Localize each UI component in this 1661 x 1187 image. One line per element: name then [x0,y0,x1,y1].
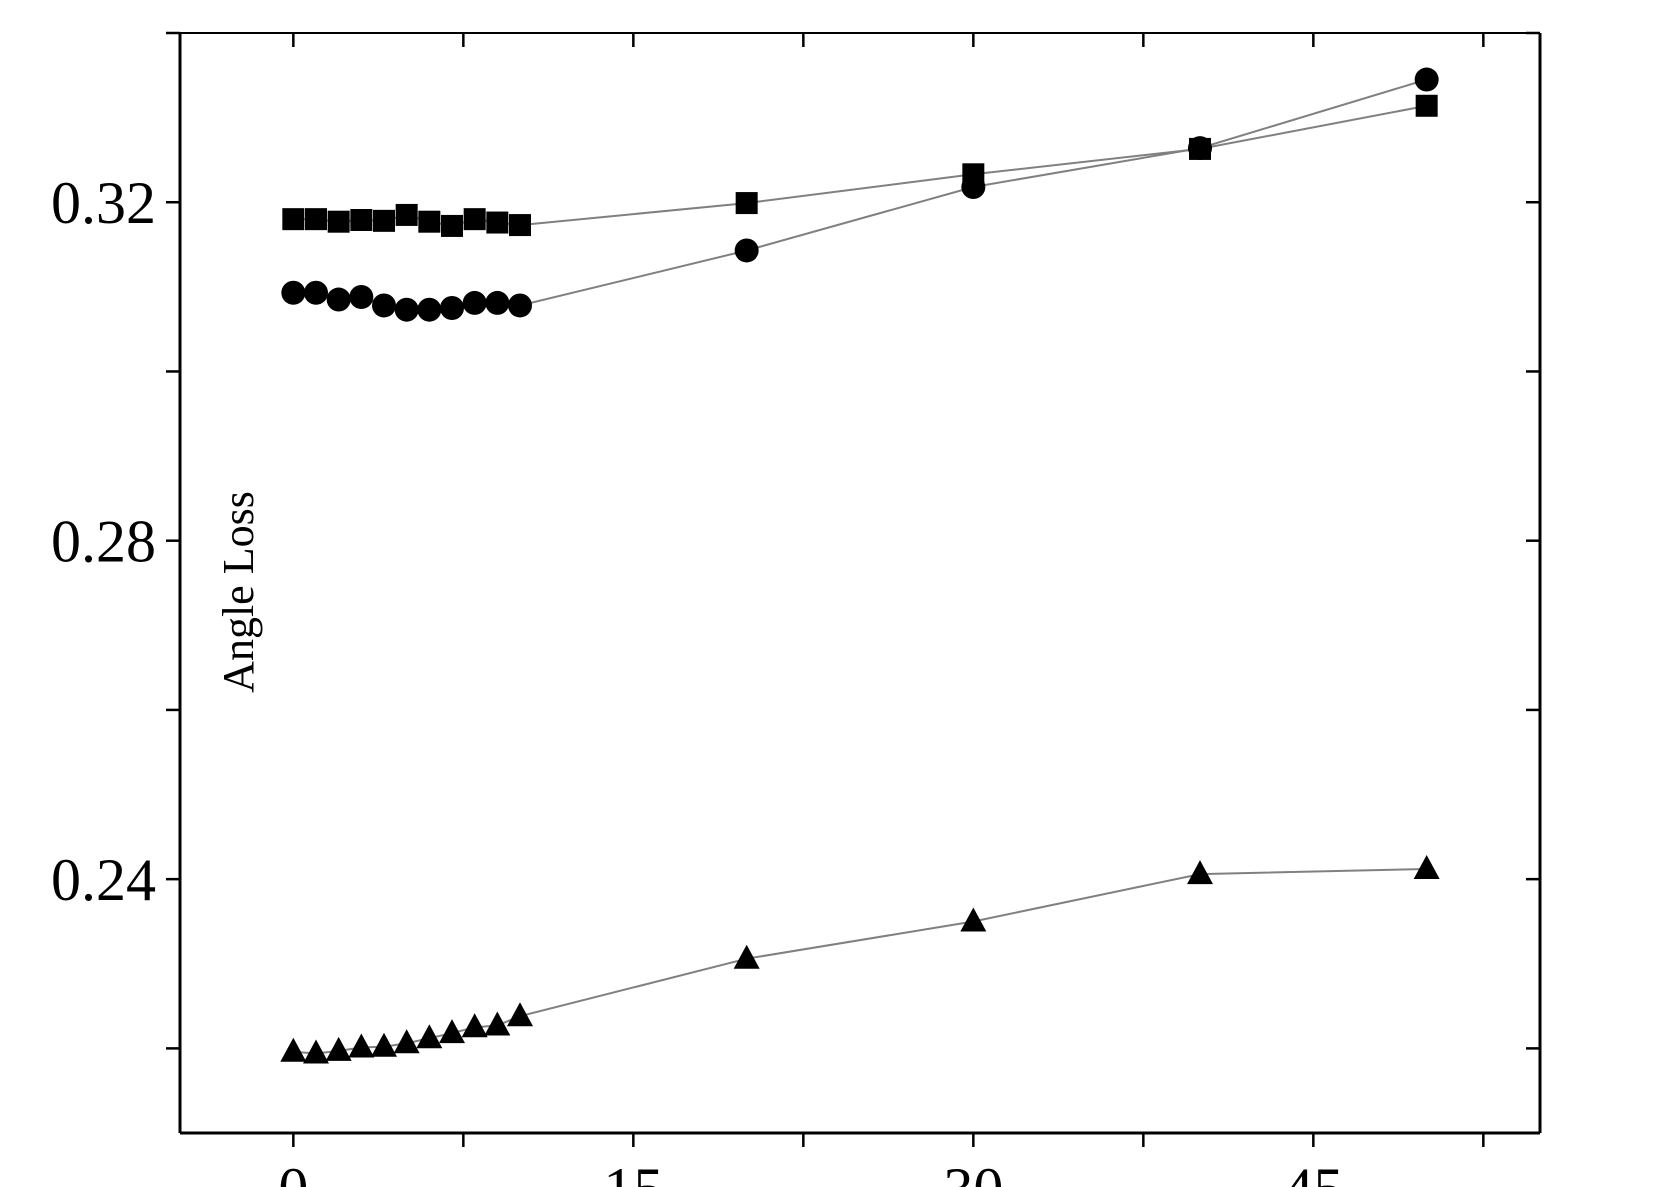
series-line-square [293,104,1427,227]
square-marker [418,210,441,233]
x-tick-label: 30 [943,1156,1003,1187]
triangle-marker [371,1032,397,1057]
square-marker [1415,94,1438,117]
triangle-marker [393,1029,420,1054]
triangle-marker [507,1002,533,1027]
y-tick-label: 0.32 [51,170,156,236]
triangle-marker [416,1024,443,1049]
triangle-marker [461,1013,488,1038]
circle-marker [417,297,442,322]
square-marker [441,214,463,237]
triangle-marker [303,1039,329,1064]
circle-marker [462,290,487,315]
series-line-triangle [293,868,1427,1055]
y-tick-label: 0.28 [51,509,156,575]
circle-marker [281,280,306,305]
square-marker [350,209,373,231]
triangle-marker [280,1037,307,1062]
x-tick-label: 45 [1283,1156,1343,1187]
circle-marker [372,293,396,318]
triangle-marker [439,1019,465,1044]
y-tick-label: 0.24 [51,847,156,913]
square-marker [327,210,350,233]
circle-marker [508,293,532,318]
series-markers [280,67,1440,1064]
triangle-marker [325,1036,352,1061]
square-marker [305,208,327,231]
triangle-marker [1187,860,1213,885]
circle-marker [734,238,759,263]
circle-marker [394,297,419,322]
circle-marker [326,287,351,312]
triangle-marker [348,1033,375,1058]
circle-marker [349,285,374,309]
circle-marker [1414,67,1439,92]
square-marker [463,208,486,231]
series-lines [293,78,1427,1055]
square-marker [395,203,418,226]
square-marker [282,208,305,231]
square-marker [373,209,395,232]
tick-labels: 0 15 30 45 0.32 0.28 0.24 [51,170,1343,1187]
square-marker [486,211,509,234]
square-marker [735,192,758,215]
triangle-marker [733,944,760,969]
triangle-marker [960,907,987,932]
circle-marker [1188,136,1212,161]
x-tick-label: 15 [603,1156,663,1187]
triangle-marker [1413,855,1440,879]
series-line-circle [293,78,1427,311]
x-tick-label: 0 [278,1156,308,1187]
axes [166,31,1542,1147]
circle-marker [440,296,464,320]
y-axis-label: Angle Loss [214,491,263,693]
circle-marker [304,280,328,305]
triangle-marker [484,1011,511,1036]
square-marker [509,214,531,237]
circle-marker [485,290,510,315]
circle-marker [961,175,986,199]
